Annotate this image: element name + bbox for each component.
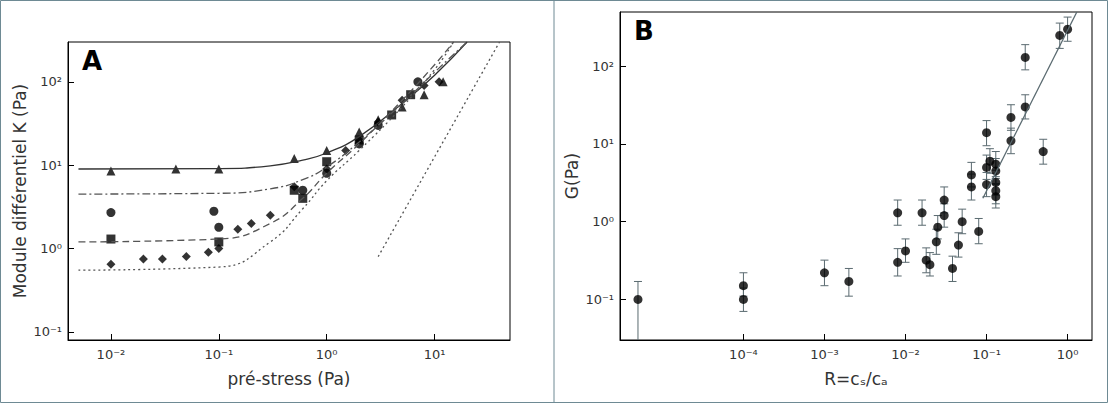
svg-text:Module différentiel K (Pa): Module différentiel K (Pa) xyxy=(10,84,30,298)
svg-text:10⁻⁴: 10⁻⁴ xyxy=(729,347,758,362)
svg-text:A: A xyxy=(82,46,102,76)
svg-text:10²: 10² xyxy=(40,74,62,89)
svg-text:10⁰: 10⁰ xyxy=(316,347,338,362)
svg-text:10⁻¹: 10⁻¹ xyxy=(205,347,234,362)
svg-text:B: B xyxy=(634,16,654,46)
svg-text:10¹: 10¹ xyxy=(592,136,614,151)
svg-text:10⁰: 10⁰ xyxy=(40,241,62,256)
svg-text:10²: 10² xyxy=(592,59,614,74)
svg-text:R=cₛ/cₐ: R=cₛ/cₐ xyxy=(824,369,887,389)
svg-text:10⁻²: 10⁻² xyxy=(97,347,126,362)
svg-text:10⁰: 10⁰ xyxy=(1057,347,1079,362)
svg-text:pré-stress (Pa): pré-stress (Pa) xyxy=(228,369,351,389)
svg-text:10⁻³: 10⁻³ xyxy=(810,347,839,362)
svg-text:G(Pa): G(Pa) xyxy=(562,153,582,199)
svg-text:10⁻¹: 10⁻¹ xyxy=(972,347,1001,362)
svg-text:10¹: 10¹ xyxy=(40,158,62,173)
svg-text:10⁰: 10⁰ xyxy=(592,214,614,229)
svg-text:10⁻¹: 10⁻¹ xyxy=(33,324,62,339)
svg-text:10⁻¹: 10⁻¹ xyxy=(585,292,614,307)
svg-text:10⁻²: 10⁻² xyxy=(891,347,920,362)
svg-text:10¹: 10¹ xyxy=(424,347,446,362)
